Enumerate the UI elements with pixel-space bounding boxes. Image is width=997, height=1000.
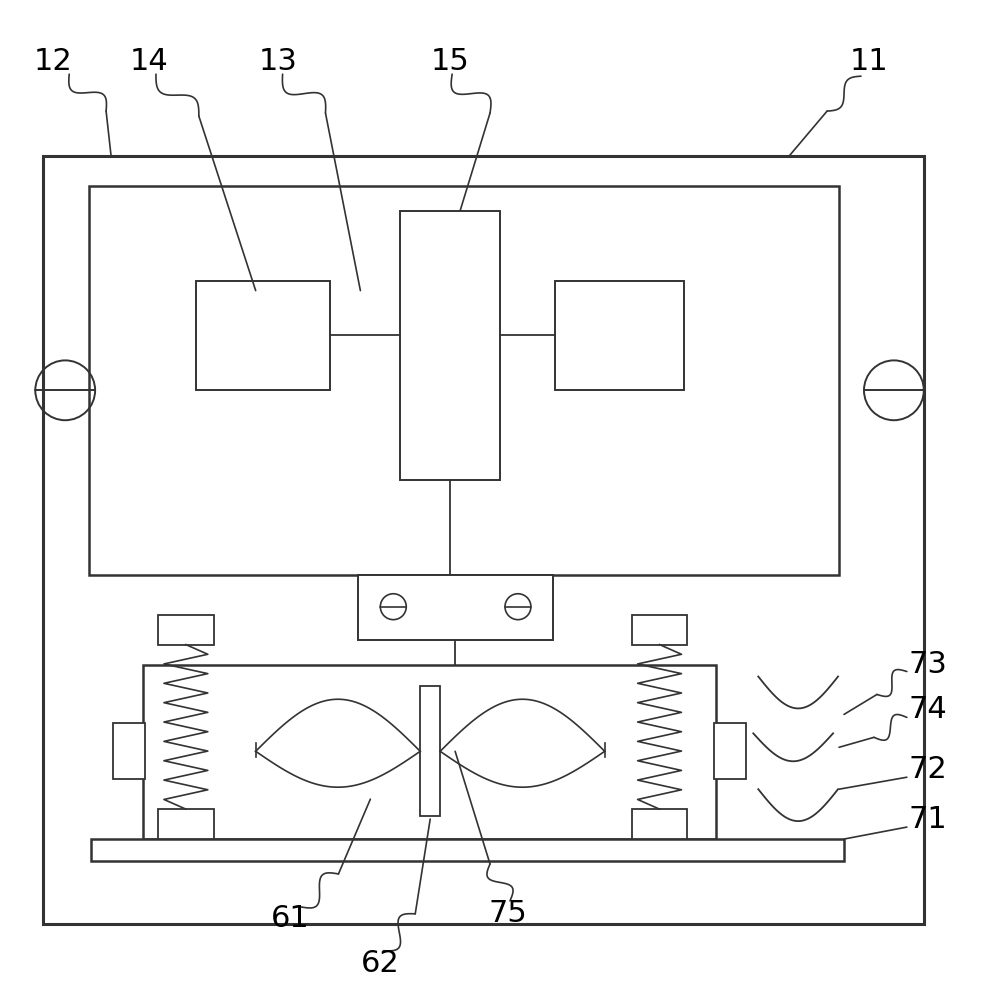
Bar xyxy=(113,723,145,779)
Text: 75: 75 xyxy=(489,899,527,928)
Bar xyxy=(89,186,839,575)
Bar xyxy=(632,809,688,839)
Text: 15: 15 xyxy=(431,47,470,76)
Text: 12: 12 xyxy=(34,47,73,76)
Bar xyxy=(400,211,500,480)
Bar xyxy=(158,615,213,645)
Bar xyxy=(420,686,440,816)
Bar xyxy=(43,156,924,924)
Bar xyxy=(143,665,717,839)
Text: 74: 74 xyxy=(909,695,947,724)
Bar xyxy=(715,723,747,779)
Bar xyxy=(91,839,844,861)
Bar xyxy=(195,281,330,390)
Bar xyxy=(358,575,553,640)
Text: 13: 13 xyxy=(259,47,298,76)
Text: 71: 71 xyxy=(909,805,947,834)
Text: 72: 72 xyxy=(909,755,947,784)
Text: 61: 61 xyxy=(271,904,310,933)
Text: 11: 11 xyxy=(849,47,888,76)
Bar xyxy=(632,615,688,645)
Text: 73: 73 xyxy=(909,650,948,679)
Text: 62: 62 xyxy=(361,949,400,978)
Text: 14: 14 xyxy=(130,47,168,76)
Bar xyxy=(158,809,213,839)
Bar xyxy=(555,281,685,390)
